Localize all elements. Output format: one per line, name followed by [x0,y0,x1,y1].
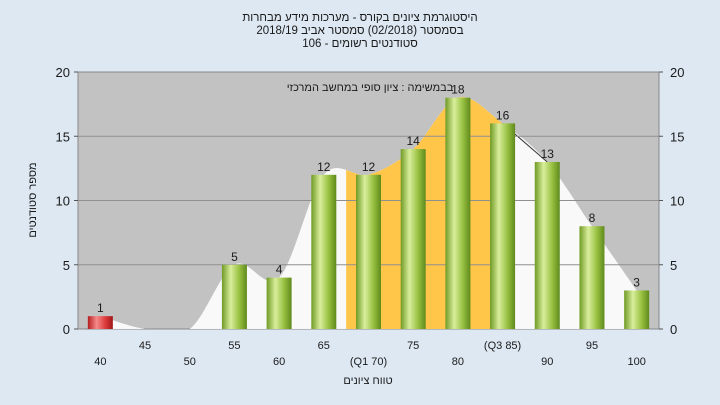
title-line-1: היסטוגרמת ציונים בקורס - מערכות מידע מבח… [242,12,477,24]
x-tick-label: 75 [407,340,419,352]
y-tick-label-right: 0 [670,322,677,337]
x-tick-label: (Q1 70) [350,356,387,368]
bar [624,290,650,329]
bar-value-label: 13 [541,147,555,161]
x-axis-label: טווח ציונים [343,375,392,387]
bar-value-label: 18 [451,83,465,97]
y-axis-label: מספר סטודנטים [27,162,39,237]
y-tick-label: 20 [56,65,70,80]
bar-value-label: 4 [276,263,283,277]
y-tick-label-right: 10 [670,194,684,209]
x-tick-label: 40 [94,356,106,368]
annotation-text: בבמשימה : ציון סופי במחשב המרכזי [287,82,454,94]
x-tick-label: 95 [586,340,598,352]
x-tick-label: 65 [318,340,330,352]
x-tick-label: 100 [627,356,645,368]
x-axis: 40 45 50 55 60 65 (Q1 70) 75 80 (Q3 85) 90 95 100 [94,340,646,368]
bar-value-label: 5 [231,250,238,264]
y-tick-label: 15 [56,129,70,144]
bar [356,174,381,329]
bar [400,149,426,329]
y-tick-label-right: 20 [670,65,684,80]
x-tick-label: 80 [452,356,464,368]
bar [534,161,560,329]
y-axis-right: 0 5 10 15 20 [659,65,684,337]
x-tick-label: (Q3 85) [484,340,521,352]
bar-value-label: 8 [589,211,596,225]
bar-value-label: 3 [633,275,640,289]
y-tick-label-right: 5 [670,258,677,273]
y-tick-label: 5 [63,258,70,273]
x-tick-label: 55 [228,340,240,352]
y-tick-label-right: 15 [670,129,684,144]
title-line-3: סטודנטים רשומים - 106 [302,38,418,50]
bar-value-label: 12 [317,160,331,174]
x-tick-label: 90 [541,356,553,368]
bar-labels: 1 5 4 12 12 14 18 16 13 8 3 [97,83,640,315]
chart-title: היסטוגרמת ציונים בקורס - מערכות מידע מבח… [242,12,477,50]
y-tick-label: 10 [56,194,70,209]
bar-value-label: 1 [97,301,104,315]
bar [579,226,605,329]
title-line-2: בסמסטר (02/2018) סמסטר אביב 2018/19 [256,25,463,37]
bar [266,277,292,329]
bar-value-label: 14 [407,134,421,148]
y-tick-label: 0 [63,322,70,337]
bar [490,123,516,330]
x-tick-label: 60 [273,356,285,368]
x-tick-label: 50 [184,356,196,368]
bar [87,316,113,329]
y-axis-left: 0 5 10 15 20 [56,65,78,337]
bar-value-label: 16 [496,108,510,122]
x-tick-label: 45 [139,340,151,352]
bar-value-label: 12 [362,160,376,174]
bar [311,174,337,329]
bar [445,97,471,329]
bar [221,264,247,329]
bars [87,97,650,330]
